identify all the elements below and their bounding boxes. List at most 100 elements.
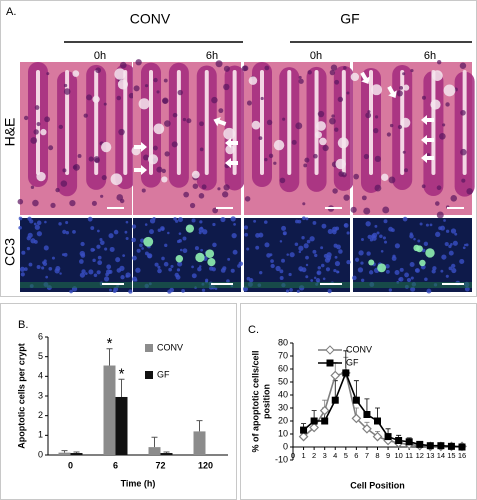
dapi bbox=[259, 271, 263, 275]
dapi bbox=[376, 231, 380, 235]
nucleus bbox=[386, 132, 391, 137]
dapi bbox=[80, 241, 85, 247]
goblet bbox=[36, 171, 46, 182]
dapi bbox=[131, 276, 138, 282]
point bbox=[405, 438, 413, 446]
nucleus bbox=[346, 91, 350, 95]
dapi bbox=[465, 243, 469, 247]
goblet bbox=[138, 98, 150, 110]
dapi bbox=[312, 249, 317, 254]
dapi bbox=[335, 226, 340, 231]
nucleus bbox=[242, 65, 249, 72]
dapi bbox=[131, 224, 137, 229]
nucleus bbox=[94, 157, 100, 164]
dapi bbox=[398, 276, 404, 282]
dapi bbox=[346, 259, 351, 265]
nucleus bbox=[36, 121, 41, 127]
nucleus bbox=[177, 89, 183, 96]
goblet bbox=[251, 120, 261, 130]
dapi bbox=[382, 236, 386, 240]
nucleus bbox=[32, 199, 39, 207]
nucleus bbox=[189, 202, 196, 209]
nucleus bbox=[156, 166, 163, 173]
nucleus bbox=[186, 118, 192, 124]
point bbox=[330, 370, 341, 381]
nucleus bbox=[88, 156, 94, 162]
dapi bbox=[44, 220, 47, 224]
dapi bbox=[108, 269, 113, 274]
row-label: CC3 bbox=[2, 238, 18, 266]
bar bbox=[160, 453, 173, 455]
dapi bbox=[231, 233, 237, 239]
dapi bbox=[33, 239, 38, 244]
dapi bbox=[303, 243, 309, 249]
dapi bbox=[451, 263, 456, 269]
dapi bbox=[43, 259, 47, 263]
dapi bbox=[199, 265, 202, 268]
dapi bbox=[279, 276, 284, 280]
dapi bbox=[419, 222, 423, 226]
dapi bbox=[435, 231, 441, 237]
goblet bbox=[114, 68, 126, 80]
nucleus bbox=[461, 178, 466, 183]
dapi bbox=[34, 224, 40, 230]
nucleus bbox=[86, 94, 93, 101]
dapi bbox=[438, 226, 443, 231]
dapi bbox=[368, 270, 374, 275]
x-tick-label: 3 bbox=[323, 451, 327, 460]
x-tick-label: 9 bbox=[386, 451, 390, 460]
nucleus bbox=[118, 128, 125, 136]
nucleus bbox=[450, 195, 458, 202]
nucleus bbox=[63, 83, 68, 88]
dapi bbox=[346, 231, 350, 235]
nucleus bbox=[17, 198, 24, 205]
nucleus bbox=[282, 117, 286, 121]
nucleus bbox=[156, 90, 160, 94]
dapi bbox=[157, 228, 162, 232]
dapi bbox=[295, 219, 299, 224]
cc3-signal bbox=[205, 249, 215, 259]
nucleus bbox=[198, 193, 205, 199]
dapi bbox=[178, 239, 182, 243]
x-tick-label: 6 bbox=[113, 460, 118, 470]
dapi bbox=[357, 267, 364, 273]
dapi bbox=[243, 225, 249, 230]
y-tick-label: 20 bbox=[278, 415, 288, 425]
x-tick-label: 10 bbox=[394, 451, 402, 460]
dapi bbox=[108, 233, 114, 239]
y-tick-label: 70 bbox=[278, 350, 288, 360]
nucleus bbox=[133, 85, 140, 92]
lumen bbox=[176, 70, 181, 175]
legend-label: CONV bbox=[346, 344, 372, 354]
y-tick-label: 3 bbox=[38, 390, 43, 400]
point bbox=[298, 431, 309, 442]
dapi bbox=[87, 216, 93, 222]
dapi bbox=[269, 253, 273, 257]
nucleus bbox=[279, 177, 286, 184]
nucleus bbox=[30, 137, 38, 144]
dapi bbox=[69, 289, 73, 294]
nucleus bbox=[244, 196, 251, 202]
cc3-signal bbox=[416, 245, 423, 253]
dapi bbox=[441, 254, 447, 260]
x-tick-label: 0 bbox=[68, 460, 73, 470]
dapi bbox=[352, 275, 357, 281]
dapi bbox=[253, 219, 257, 223]
nucleus bbox=[192, 183, 199, 189]
dapi bbox=[103, 276, 110, 282]
nucleus bbox=[295, 122, 303, 130]
dapi bbox=[109, 288, 112, 292]
nucleus bbox=[69, 200, 76, 207]
dapi bbox=[454, 232, 458, 236]
lumen bbox=[341, 70, 346, 175]
dapi bbox=[124, 230, 128, 234]
goblet bbox=[381, 173, 389, 181]
dapi bbox=[24, 267, 28, 271]
timepoint-label: 0h bbox=[310, 50, 322, 62]
dapi bbox=[212, 222, 216, 227]
dapi bbox=[84, 272, 88, 275]
nucleus bbox=[350, 206, 357, 213]
dapi bbox=[317, 266, 321, 270]
point bbox=[342, 369, 350, 377]
dapi bbox=[391, 256, 397, 261]
